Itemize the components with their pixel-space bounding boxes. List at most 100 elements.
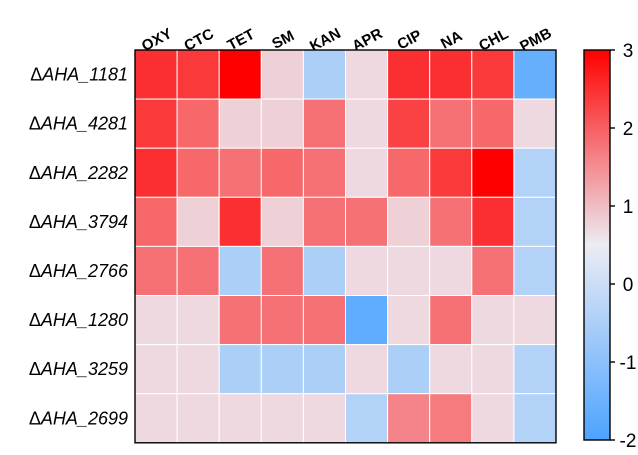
heatmap-cell: [176, 344, 220, 395]
heatmap-cell: [345, 49, 389, 100]
heatmap-cell: [429, 295, 473, 346]
heatmap-cell: [513, 147, 557, 198]
heatmap-cell: [513, 393, 557, 444]
heatmap-cell: [429, 49, 473, 100]
heatmap-cell: [387, 98, 431, 149]
heatmap-cell: [429, 147, 473, 198]
heatmap-cell: [134, 245, 178, 296]
heatmap-cell: [471, 344, 515, 395]
heatmap-cell: [387, 295, 431, 346]
heatmap-cell: [134, 147, 178, 198]
row-label: ΔAHA_2699: [29, 408, 128, 428]
heatmap-cell: [345, 344, 389, 395]
heatmap-cell: [471, 49, 515, 100]
colorbar-tick-label: -2: [620, 431, 637, 452]
heatmap-cell: [471, 98, 515, 149]
row-label: ΔAHA_1181: [30, 65, 128, 85]
heatmap-cell: [218, 49, 262, 100]
colorbar-tick-label: 0: [623, 275, 634, 296]
heatmap-cell: [429, 245, 473, 296]
heatmap-cell: [471, 147, 515, 198]
colorbar-tick-label: 3: [623, 41, 634, 62]
heatmap-cell: [429, 393, 473, 444]
heatmap-cell: [302, 295, 346, 346]
heatmap-cell: [218, 344, 262, 395]
heatmap-cell: [302, 147, 346, 198]
heatmap-cell: [513, 344, 557, 395]
heatmap-cell: [345, 393, 389, 444]
colorbar-ticks: 3 2 1 0 -1 -2: [610, 41, 636, 452]
heatmap-cell: [218, 196, 262, 247]
heatmap-cell: [513, 295, 557, 346]
heatmap-cell: [176, 196, 220, 247]
heatmap-cell: [218, 98, 262, 149]
heatmap-frame: [134, 49, 557, 444]
column-label: SM: [269, 27, 297, 53]
heatmap-cell: [471, 393, 515, 444]
heatmap-cell: [429, 98, 473, 149]
heatmap-cell: [387, 245, 431, 296]
heatmap-cell: [134, 344, 178, 395]
heatmap-cell: [345, 147, 389, 198]
heatmap-cell: [134, 49, 178, 100]
heatmap-cell: [345, 245, 389, 296]
row-labels: ΔAHA_1181 ΔAHA_4281 ΔAHA_2282 ΔAHA_3794 ΔAHA…: [29, 65, 129, 429]
heatmap-cell: [134, 295, 178, 346]
heatmap-cell: [218, 245, 262, 296]
heatmap-cell: [176, 393, 220, 444]
heatmap-cell: [134, 98, 178, 149]
heatmap-cell: [176, 295, 220, 346]
heatmap-cell: [260, 393, 304, 444]
heatmap-cell: [513, 98, 557, 149]
heatmap-cell: [260, 49, 304, 100]
heatmap-cell: [176, 49, 220, 100]
colorbar-scale: [583, 49, 611, 441]
heatmap-cell: [260, 245, 304, 296]
colorbar-tick-label: 1: [623, 197, 634, 218]
heatmap-cell: [302, 49, 346, 100]
heatmap-cell: [513, 196, 557, 247]
heatmap-cell: [302, 245, 346, 296]
heatmap-cells: [134, 49, 557, 444]
heatmap-cell: [387, 393, 431, 444]
heatmap-cell: [387, 49, 431, 100]
row-label: ΔAHA_4281: [29, 114, 128, 134]
heatmap-cell: [302, 98, 346, 149]
heatmap-cell: [302, 344, 346, 395]
row-label: ΔAHA_1280: [29, 310, 128, 330]
heatmap-cell: [387, 344, 431, 395]
heatmap-cell: [260, 295, 304, 346]
heatmap-cell: [471, 295, 515, 346]
row-label: ΔAHA_3794: [29, 212, 128, 232]
row-label: ΔAHA_3259: [29, 359, 128, 379]
heatmap-cell: [513, 49, 557, 100]
colorbar-tick-label: 2: [623, 119, 634, 140]
heatmap-cell: [218, 393, 262, 444]
heatmap-cell: [176, 147, 220, 198]
heatmap-cell: [218, 147, 262, 198]
heatmap-cell: [513, 245, 557, 296]
heatmap-cell: [429, 196, 473, 247]
row-label: ΔAHA_2282: [29, 163, 128, 183]
row-label: ΔAHA_2766: [29, 261, 129, 281]
heatmap-cell: [302, 393, 346, 444]
heatmap-cell: [134, 196, 178, 247]
heatmap-cell: [471, 196, 515, 247]
colorbar: 3 2 1 0 -1 -2: [583, 41, 636, 452]
heatmap-cell: [345, 196, 389, 247]
heatmap-cell: [345, 98, 389, 149]
heatmap-cell: [218, 295, 262, 346]
heatmap-cell: [260, 344, 304, 395]
heatmap-cell: [387, 196, 431, 247]
heatmap-cell: [176, 98, 220, 149]
heatmap-cell: [471, 245, 515, 296]
heatmap-cell: [134, 393, 178, 444]
column-label: NA: [438, 27, 465, 52]
heatmap-cell: [387, 147, 431, 198]
heatmap-cell: [345, 295, 389, 346]
heatmap-cell: [260, 147, 304, 198]
heatmap-cell: [260, 196, 304, 247]
colorbar-tick-label: -1: [620, 353, 637, 374]
heatmap-cell: [260, 98, 304, 149]
